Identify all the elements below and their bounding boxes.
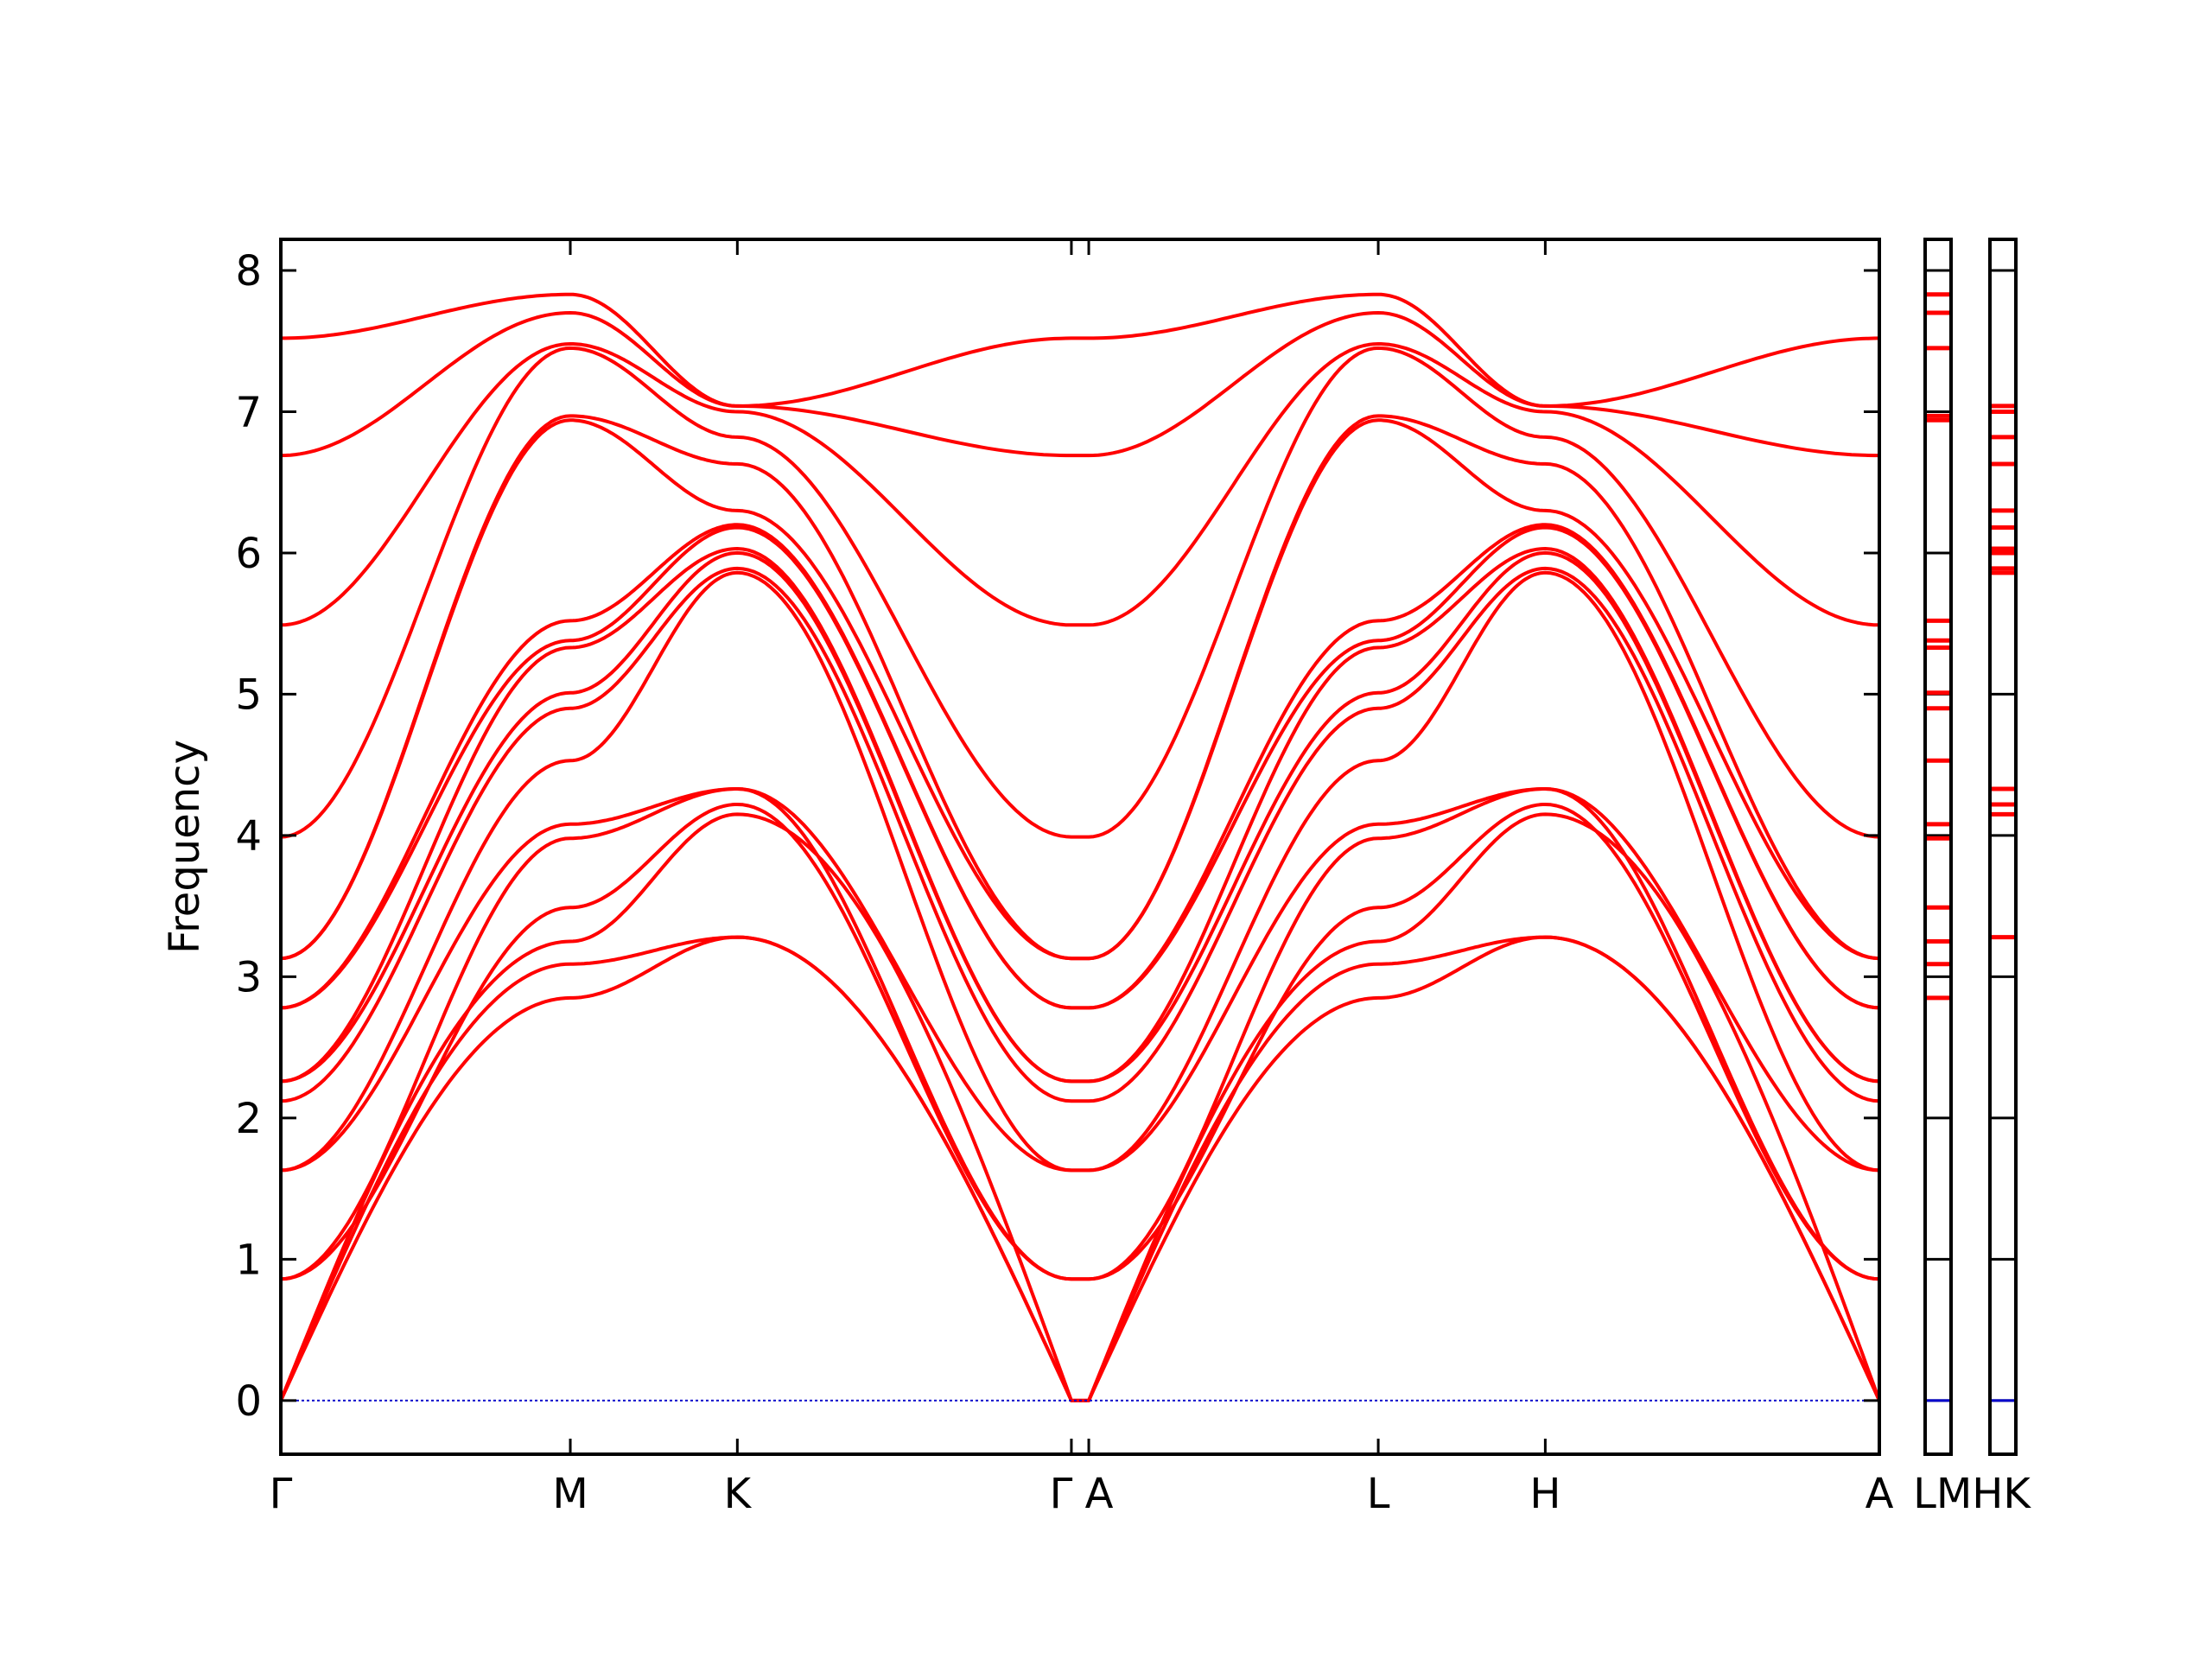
- x-tick-label: Γ: [270, 1470, 293, 1518]
- y-axis-ticks: 0 1 2 3 4 5 6 7 8: [235, 247, 1879, 1426]
- band-line: [280, 550, 1880, 1084]
- y-tick-label: 7: [235, 388, 262, 436]
- x-tick-label: Γ: [1050, 1470, 1073, 1518]
- side-panel-frame: [1988, 238, 2018, 1456]
- band-line: [279, 812, 1881, 1402]
- x-tick-label: K: [724, 1470, 753, 1518]
- band-line: [280, 566, 1880, 1103]
- y-tick-label: 2: [235, 1095, 262, 1143]
- high-symmetry-lines: [569, 239, 1547, 1454]
- y-tick-label: 4: [235, 812, 262, 861]
- band-line: [281, 292, 1880, 408]
- y-tick-label: 8: [235, 247, 262, 296]
- band-line: [280, 414, 1880, 961]
- x-tick-label: A: [1085, 1470, 1114, 1518]
- x-tick-label: H: [1529, 1470, 1560, 1518]
- y-tick-label: 3: [235, 953, 262, 1001]
- x-tick-label: L: [1367, 1470, 1390, 1518]
- side-panel-label: LMHK: [1913, 1470, 2031, 1518]
- band-line: [280, 342, 1880, 627]
- band-line: [280, 346, 1880, 839]
- band-line: [280, 547, 1880, 1084]
- band-line: [280, 787, 1880, 1281]
- dos-panel-hk: [1988, 238, 2018, 1456]
- y-axis-label: Frequency: [161, 740, 209, 954]
- band-lines: [279, 292, 1881, 1402]
- side-panel-frame: [1923, 238, 1953, 1456]
- y-tick-label: 6: [235, 530, 262, 578]
- x-tick-label: M: [552, 1470, 588, 1518]
- band-line: [280, 570, 1880, 1173]
- y-tick-label: 0: [235, 1377, 262, 1426]
- x-tick-label: A: [1866, 1470, 1894, 1518]
- dos-panel-lm: [1923, 238, 1953, 1456]
- band-line: [280, 523, 1880, 1010]
- main-plot-frame: [279, 238, 1881, 1456]
- y-tick-label: 5: [235, 671, 262, 719]
- y-tick-label: 1: [235, 1236, 262, 1284]
